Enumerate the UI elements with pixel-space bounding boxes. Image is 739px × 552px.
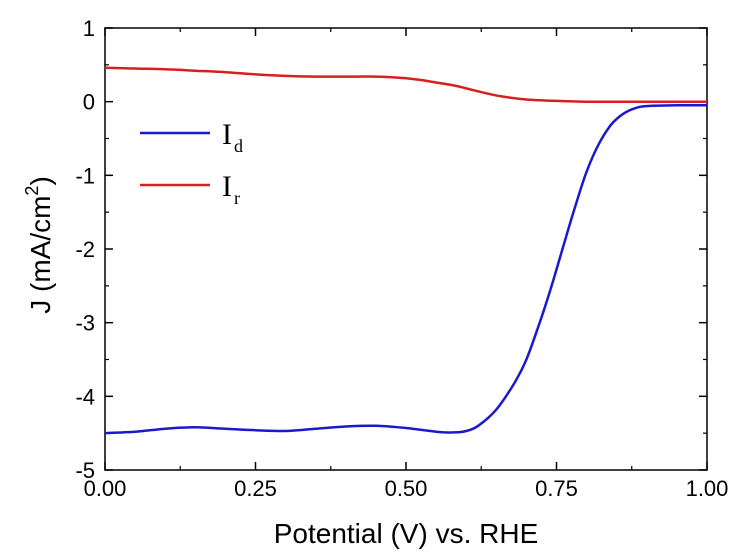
y-axis-title-main: J (mA/cm [25,196,56,314]
series-line-Ir [104,66,707,103]
y-tick-label: -1 [75,163,95,188]
x-tick-label: 0.75 [535,476,578,501]
y-tick-label: -2 [75,237,95,262]
x-tick-label: 0.25 [234,476,277,501]
y-tick-label: 0 [83,90,95,115]
series-layer [104,66,708,435]
y-tick-label: 1 [83,16,95,41]
x-tick-label: 0.00 [84,476,127,501]
x-axis-title: Potential (V) vs. RHE [274,518,539,549]
y-tick-label: -5 [75,458,95,483]
y-axis-title-sup: 2 [22,186,42,196]
x-tick-label: 1.00 [686,476,729,501]
plot-frame [104,27,708,471]
y-tick-label: -3 [75,311,95,336]
series-line-Id [104,104,708,435]
axes: 0.00 0.25 0.50 0.75 1.00 1 0 -1 -2 -3 -4 -5 [75,16,728,501]
y-axis-title-tail: ) [25,176,56,185]
y-axis-title: J (mA/cm2) [22,176,56,314]
y-tick-label: -4 [75,384,95,409]
x-tick-label: 0.50 [385,476,428,501]
